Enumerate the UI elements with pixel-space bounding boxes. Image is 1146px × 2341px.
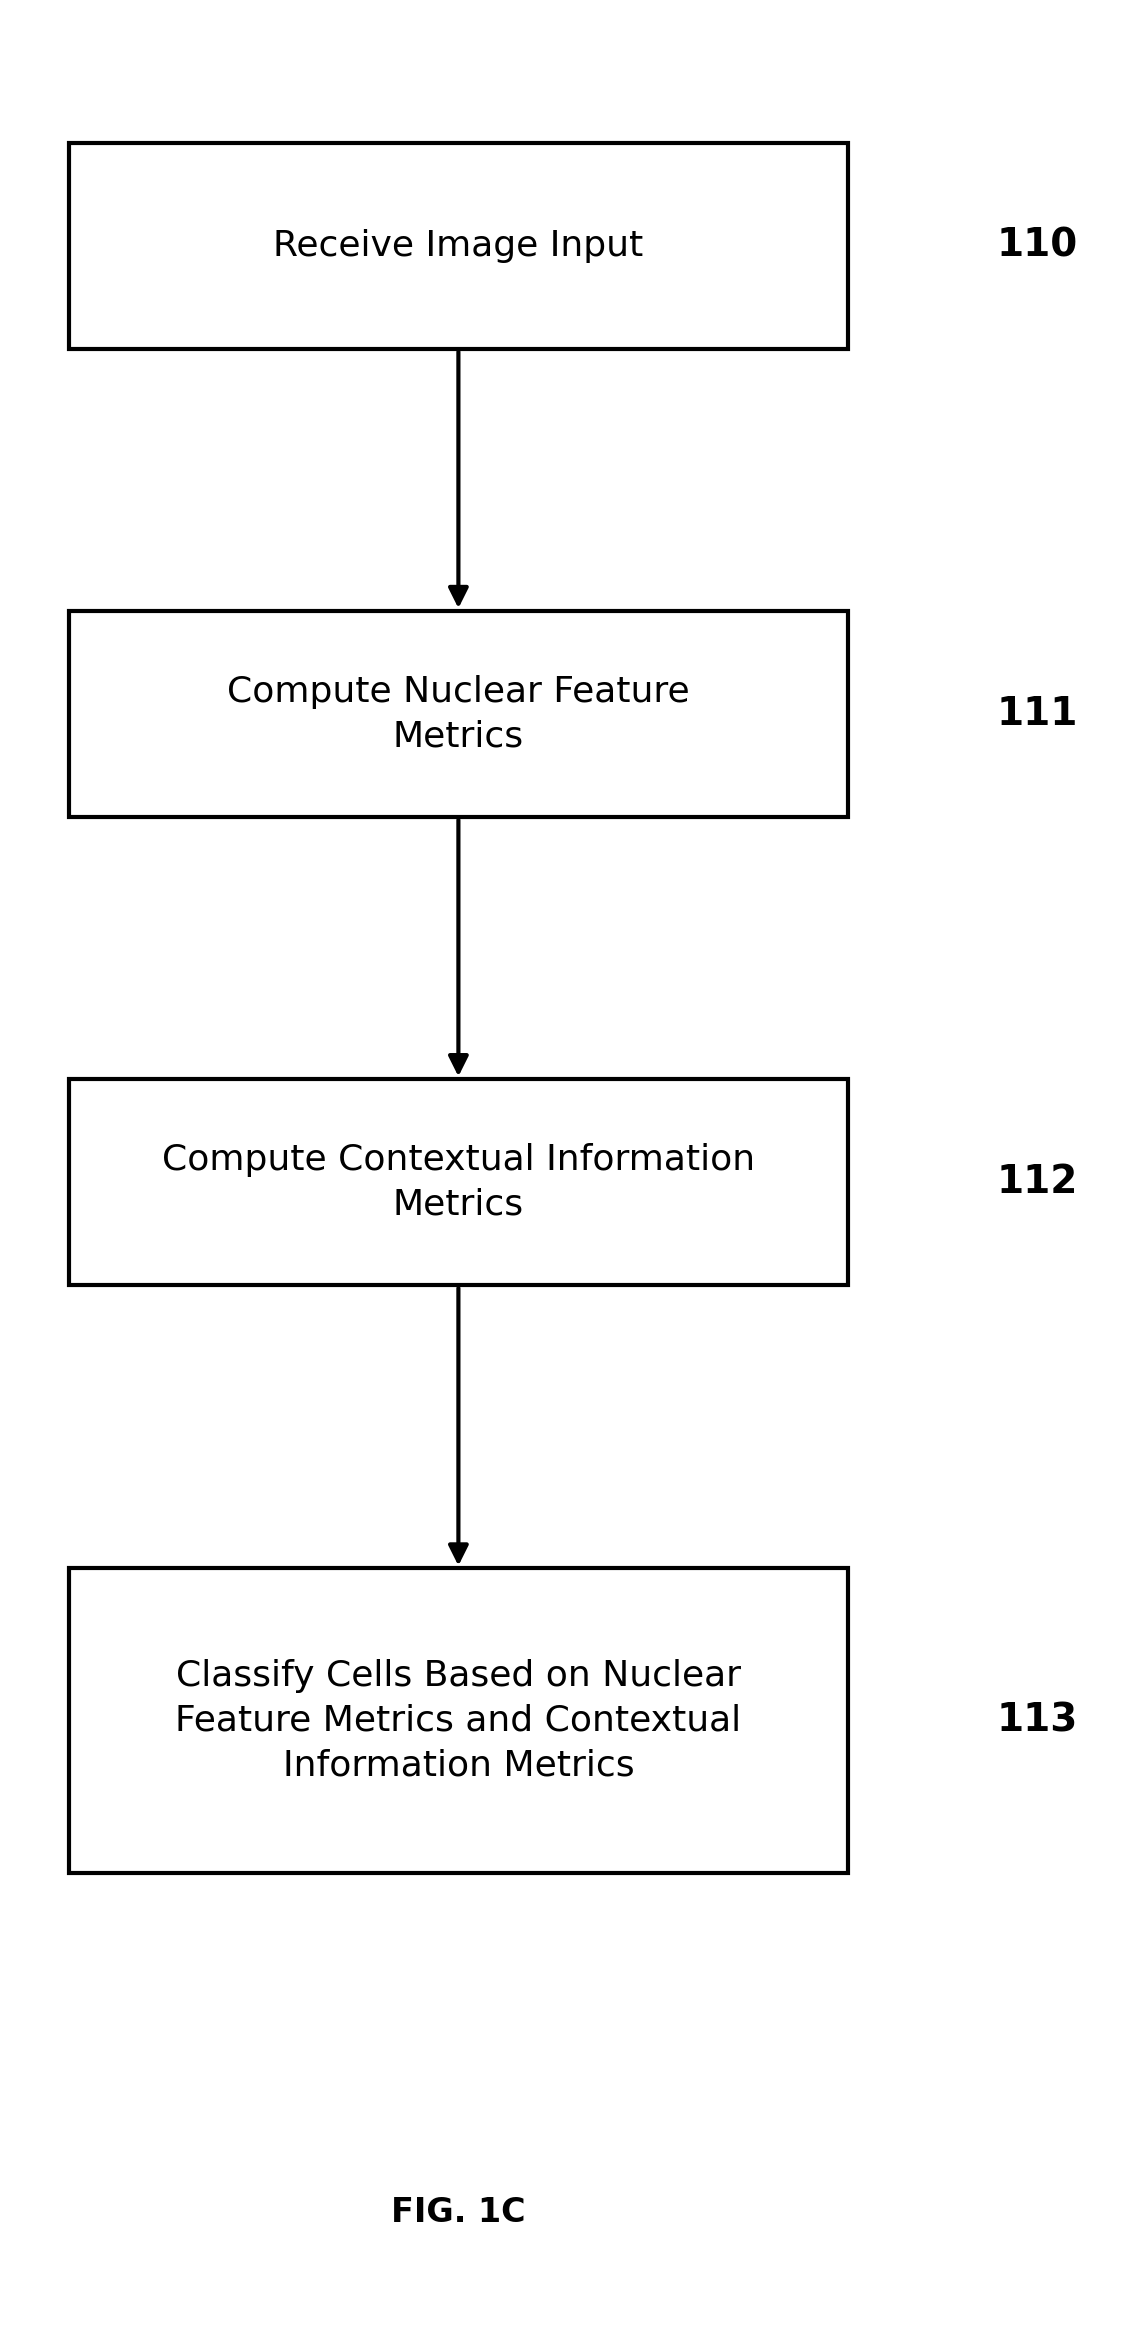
Text: 112: 112 (997, 1163, 1078, 1201)
Text: FIG. 1C: FIG. 1C (391, 2196, 526, 2229)
Text: Compute Contextual Information
Metrics: Compute Contextual Information Metrics (162, 1142, 755, 1222)
Bar (69, 1568, 848, 1873)
Text: 111: 111 (997, 695, 1078, 733)
Bar (69, 1079, 848, 1285)
Text: Classify Cells Based on Nuclear
Feature Metrics and Contextual
Information Metri: Classify Cells Based on Nuclear Feature … (175, 1660, 741, 1782)
Text: Compute Nuclear Feature
Metrics: Compute Nuclear Feature Metrics (227, 674, 690, 754)
Text: 110: 110 (997, 227, 1078, 265)
Text: Receive Image Input: Receive Image Input (273, 229, 644, 262)
Bar (69, 143, 848, 349)
Text: 113: 113 (997, 1702, 1078, 1739)
Bar (69, 611, 848, 817)
